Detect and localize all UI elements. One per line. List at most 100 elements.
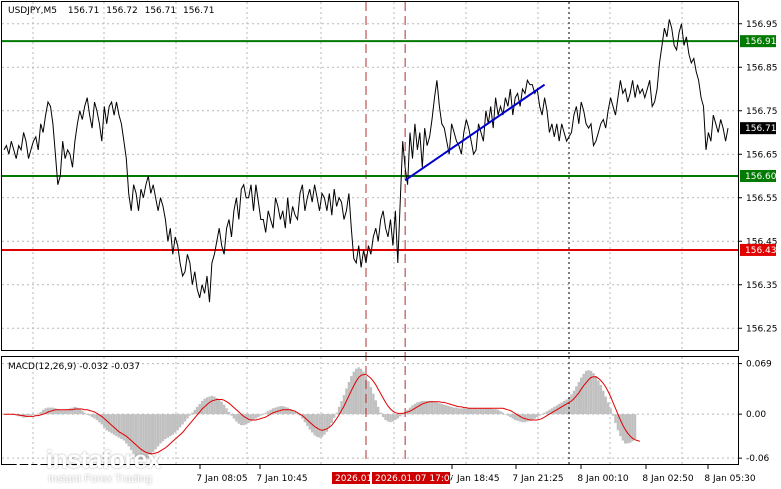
macd-histogram-bar bbox=[621, 414, 625, 441]
macd-histogram-bar bbox=[315, 414, 319, 437]
macd-histogram-bar bbox=[504, 414, 507, 415]
macd-histogram-bar bbox=[178, 414, 182, 428]
time-axis: 7 Jan 08:05 7 Jan 10:45 7 Jan 18:45 7 Jan 2… bbox=[196, 465, 756, 484]
macd-histogram-bar bbox=[330, 414, 333, 423]
macd-histogram-bar bbox=[367, 381, 370, 415]
macd-histogram-bar bbox=[604, 396, 607, 415]
macd-histogram-bar bbox=[501, 412, 505, 415]
macd-histogram-bar bbox=[609, 408, 612, 415]
macd-histogram-bar bbox=[386, 414, 390, 422]
macd-histogram-bar bbox=[540, 414, 544, 415]
macd-histogram-bar bbox=[169, 414, 172, 437]
macd-histogram-bar bbox=[213, 396, 216, 415]
macd-histogram-bar bbox=[56, 409, 60, 415]
macd-histogram-bar bbox=[394, 414, 397, 421]
macd-histogram-bar bbox=[526, 414, 529, 422]
macd-histogram-bar bbox=[200, 400, 204, 415]
macd-histogram-bar bbox=[176, 414, 179, 431]
macd-histogram-bar bbox=[115, 414, 118, 437]
macd-histogram-bar bbox=[421, 400, 424, 415]
time-tick-label: 7 Jan 10:45 bbox=[256, 474, 307, 484]
macd-histogram-bar bbox=[122, 414, 126, 441]
macd-histogram-bar bbox=[320, 414, 324, 437]
macd-histogram-bar bbox=[83, 412, 86, 415]
macd-histogram-bar bbox=[494, 409, 497, 415]
macd-histogram-bar bbox=[465, 408, 468, 415]
macd-histogram-bar bbox=[462, 408, 466, 415]
macd-histogram-bar bbox=[269, 409, 272, 415]
logo-name: instaforex bbox=[46, 446, 161, 474]
macd-histogram-bar bbox=[291, 410, 294, 415]
macd-histogram-bar bbox=[159, 414, 162, 444]
macd-histogram-bar bbox=[565, 399, 568, 415]
macd-histogram-bar bbox=[120, 414, 123, 440]
macd-histogram-bar bbox=[528, 414, 532, 421]
trend-line bbox=[404, 83, 546, 182]
macd-histogram-bar bbox=[215, 398, 218, 415]
macd-histogram-bar bbox=[614, 414, 617, 423]
macd-histogram-bar bbox=[183, 414, 187, 422]
macd-histogram-bar bbox=[425, 400, 429, 415]
macd-histogram-bar bbox=[78, 408, 82, 415]
macd-histogram-bar bbox=[401, 414, 404, 415]
macd-histogram-bar bbox=[259, 414, 263, 416]
macd-histogram-bar bbox=[286, 407, 289, 415]
macd-histogram-bar bbox=[619, 414, 622, 437]
price-tick-label: 156.55 bbox=[746, 194, 778, 204]
macd-histogram-bar bbox=[154, 414, 157, 450]
macd-histogram-bar bbox=[433, 401, 436, 415]
macd-histogram-bar bbox=[205, 397, 209, 415]
price-tags: 156.91 156.60 156.43 156.71 bbox=[740, 35, 777, 256]
macd-histogram-bar bbox=[616, 414, 620, 431]
macd-histogram-bar bbox=[597, 380, 600, 415]
macd-histogram-bar bbox=[198, 403, 201, 415]
price-tick-label: 156.85 bbox=[746, 63, 778, 73]
macd-histogram-bar bbox=[445, 405, 448, 415]
macd-histogram-bar bbox=[323, 414, 326, 435]
instaforex-logo: instaforex Instant Forex Trading bbox=[6, 446, 178, 486]
macd-histogram-bar bbox=[599, 384, 603, 415]
macd-histogram-bar bbox=[516, 414, 519, 421]
macd-histogram-bar bbox=[455, 407, 458, 415]
macd-histogram-bar bbox=[435, 402, 439, 415]
macd-histogram-bar bbox=[137, 414, 140, 460]
macd-histogram-bar bbox=[76, 407, 79, 415]
macd-histogram-bar bbox=[196, 406, 199, 415]
macd-signal-line bbox=[4, 374, 641, 455]
macd-histogram-bar bbox=[474, 408, 478, 415]
macd-histogram-bar bbox=[628, 414, 632, 443]
macd-histogram-bar bbox=[587, 370, 590, 415]
macd-histogram-bar bbox=[606, 402, 610, 415]
macd-histogram-bar bbox=[423, 400, 426, 415]
macd-histogram-bar bbox=[81, 410, 84, 415]
macd-tick-label: 0.00 bbox=[746, 410, 766, 420]
macd-histogram-bar bbox=[594, 376, 598, 415]
macd-histogram-bar bbox=[440, 403, 444, 415]
macd-histogram-bar bbox=[61, 409, 64, 415]
macd-histogram-bar bbox=[264, 412, 267, 415]
price-tick-label: 156.45 bbox=[746, 237, 778, 247]
macd-histogram-bar bbox=[254, 414, 258, 419]
macd-histogram-bar bbox=[164, 414, 167, 440]
macd-histogram-bar bbox=[511, 414, 514, 419]
macd-histogram-bar bbox=[355, 368, 358, 415]
macd-histogram-bar bbox=[384, 414, 387, 421]
macd-histogram-bar bbox=[32, 414, 35, 415]
macd-histogram-bar bbox=[103, 414, 106, 428]
macd-histogram-bar bbox=[562, 400, 566, 415]
macd-histogram-bar bbox=[342, 395, 346, 415]
macd-histogram-bar bbox=[293, 411, 297, 415]
high-value: 156.72 bbox=[106, 6, 138, 16]
macd-histogram-bar bbox=[509, 414, 512, 418]
macd-histogram-bar bbox=[626, 414, 629, 444]
macd-histogram-bar bbox=[550, 408, 554, 415]
macd-histogram-bar bbox=[333, 414, 336, 418]
macd-histogram-bar bbox=[589, 370, 593, 415]
macd-histogram-bar bbox=[85, 414, 89, 415]
macd-histogram-bar bbox=[59, 409, 62, 415]
macd-histogram-bar bbox=[391, 414, 395, 422]
macd-histogram-bar bbox=[310, 414, 314, 433]
macd-histogram-bar bbox=[381, 414, 385, 418]
macd-histogram-bar bbox=[399, 414, 402, 417]
